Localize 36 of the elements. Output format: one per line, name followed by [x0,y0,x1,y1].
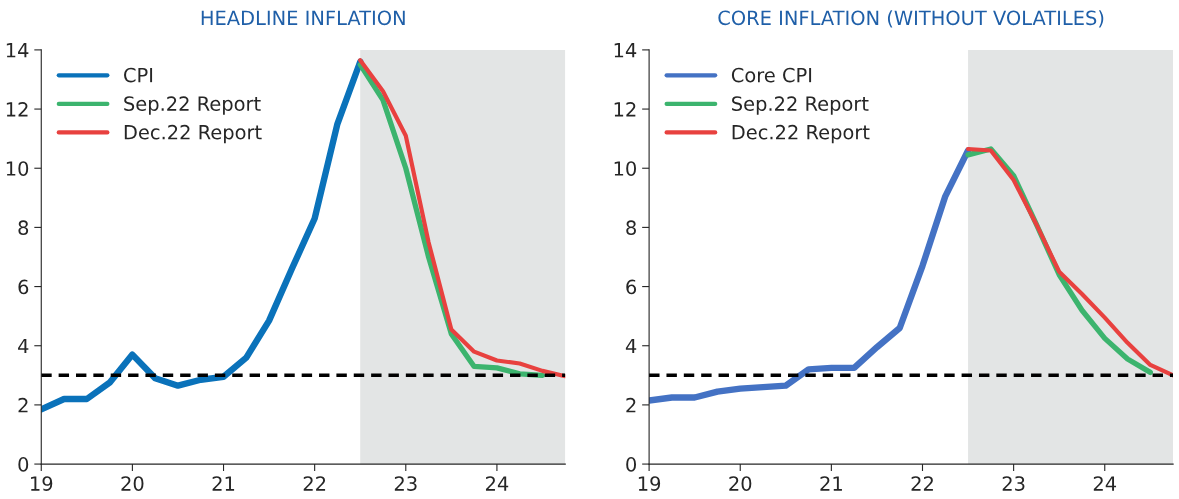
y-tick-label: 4 [625,338,637,354]
y-tick-label: 14 [614,43,637,58]
x-tick-label: 20 [121,476,144,491]
legend-label: Dec.22 Report [732,124,870,144]
y-tick-label: 2 [626,397,636,413]
y-tick-label: 4 [18,338,29,354]
x-tick-label: 24 [1093,476,1117,491]
y-tick-label: 8 [18,220,29,236]
y-tick-label: 2 [18,397,28,413]
y-tick-label: 0 [18,457,29,472]
legend-label: Core CPI [731,67,812,83]
y-tick-label: 10 [6,161,29,176]
x-tick-label: 23 [394,476,417,491]
x-tick-label: 23 [1002,476,1025,491]
y-tick-label: 12 [614,102,636,117]
y-tick-label: 6 [626,279,637,295]
legend-label: Sep.22 Report [124,96,261,115]
legend-label: Dec.22 Report [124,124,262,144]
x-tick-label: 24 [485,476,509,491]
x-tick-label: 21 [820,476,842,491]
x-tick-label: 19 [638,476,661,491]
chart-title: HEADLINE INFLATION [201,10,405,26]
y-tick-label: 6 [18,279,29,295]
y-tick-label: 8 [626,220,636,236]
x-tick-label: 22 [911,476,933,491]
x-tick-label: 22 [303,476,326,491]
legend-label: Sep.22 Report [732,96,869,115]
y-tick-label: 0 [626,457,637,472]
chart-title: CORE INFLATION (WITHOUT VOLATILES) [718,10,1104,28]
y-tick-label: 10 [614,161,637,176]
x-tick-label: 20 [729,476,752,491]
y-tick-label: 12 [6,102,28,117]
legend-label: CPI [124,67,153,83]
x-tick-label: 19 [31,476,53,491]
x-tick-label: 21 [212,476,235,491]
y-tick-label: 14 [6,43,29,58]
